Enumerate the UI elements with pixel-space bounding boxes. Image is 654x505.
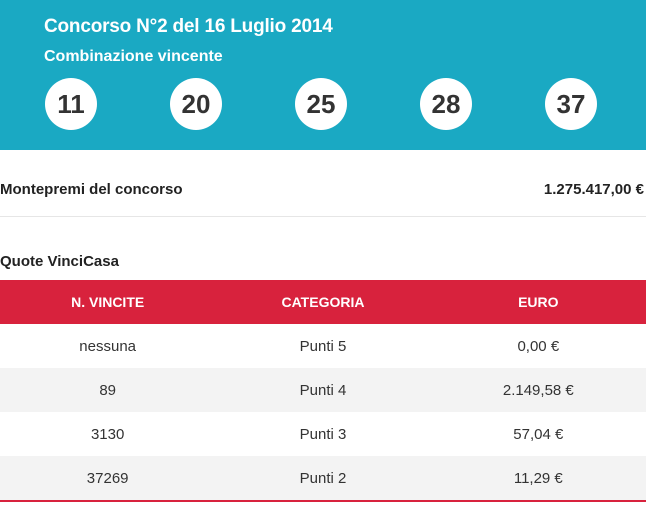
prize-pool-value: 1.275.417,00 €	[543, 181, 644, 198]
cell-wins: nessuna	[79, 337, 137, 355]
prize-pool-label: Montepremi del concorso	[0, 181, 183, 198]
number-ball: 25	[295, 78, 347, 130]
table-row: 37269 Punti 2 11,29 €	[0, 456, 646, 500]
cell-category: Punti 4	[299, 381, 347, 399]
cell-euro: 0,00 €	[517, 337, 560, 355]
table-header: N. VINCITE CATEGORIA EURO	[0, 280, 646, 324]
cell-category: Punti 3	[299, 425, 347, 443]
cell-wins: 3130	[90, 425, 125, 443]
table-row: nessuna Punti 5 0,00 €	[0, 324, 646, 368]
cell-category: Punti 5	[299, 337, 347, 355]
results-header: Concorso N°2 del 16 Luglio 2014 Combinaz…	[0, 0, 646, 150]
cell-wins: 37269	[86, 469, 129, 487]
table-row: 89 Punti 4 2.149,58 €	[0, 368, 646, 412]
number-ball: 20	[170, 78, 222, 130]
winning-combination-label: Combinazione vincente	[44, 48, 223, 65]
column-header-euro: EURO	[518, 294, 559, 310]
quotes-table: N. VINCITE CATEGORIA EURO nessuna Punti …	[0, 280, 646, 502]
number-ball: 11	[45, 78, 97, 130]
column-header-category: CATEGORIA	[281, 294, 365, 310]
number-ball: 37	[545, 78, 597, 130]
cell-wins: 89	[99, 381, 116, 399]
winning-numbers: 11 20 25 28 37	[0, 78, 646, 132]
cell-category: Punti 2	[299, 469, 347, 487]
number-ball: 28	[420, 78, 472, 130]
cell-euro: 57,04 €	[513, 425, 564, 443]
column-header-wins: N. VINCITE	[71, 294, 145, 310]
quotes-title: Quote VinciCasa	[0, 253, 119, 270]
table-row: 3130 Punti 3 57,04 €	[0, 412, 646, 456]
draw-title: Concorso N°2 del 16 Luglio 2014	[44, 16, 333, 37]
prize-pool-row: Montepremi del concorso 1.275.417,00 €	[0, 168, 646, 217]
table-bottom-rule	[0, 500, 646, 502]
cell-euro: 2.149,58 €	[502, 381, 574, 399]
cell-euro: 11,29 €	[513, 469, 563, 487]
